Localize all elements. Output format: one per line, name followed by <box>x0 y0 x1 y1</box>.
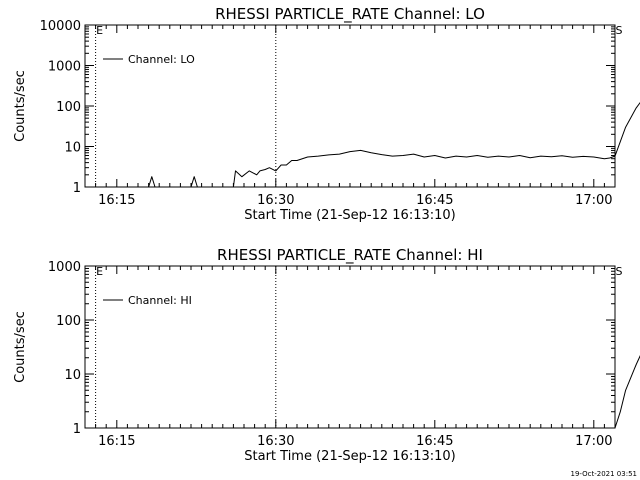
x-tick-label: 16:45 <box>416 193 453 208</box>
y-tick-label: 10000 <box>40 19 81 34</box>
footer-timestamp: 19-Oct-2021 03:51 <box>571 470 637 478</box>
x-axis-label: Start Time (21-Sep-12 16:13:10) <box>244 208 455 223</box>
y-tick-label: 1000 <box>48 60 81 75</box>
x-tick-label: 16:30 <box>257 193 294 208</box>
x-axis-label: Start Time (21-Sep-12 16:13:10) <box>244 449 455 464</box>
panel-hi: RHESSI PARTICLE_RATE Channel: HI Counts/s… <box>13 246 640 464</box>
legend-label: Channel: LO <box>128 53 195 66</box>
x-tick-label: 17:00 <box>575 193 612 208</box>
panel-lo: RHESSI PARTICLE_RATE Channel: LO Counts/s… <box>13 5 640 223</box>
chart-title: RHESSI PARTICLE_RATE Channel: HI <box>217 246 483 265</box>
plot-frame <box>84 265 616 429</box>
x-tick-label: 17:00 <box>575 434 612 449</box>
legend-label: Channel: HI <box>128 294 192 307</box>
y-tick-label: 1 <box>73 181 81 196</box>
y-tick-label: 100 <box>56 314 81 329</box>
x-tick-label: 16:15 <box>98 434 135 449</box>
y-tick-label: 10 <box>64 368 81 383</box>
y-axis-label: Counts/sec <box>13 311 28 383</box>
chart-title: RHESSI PARTICLE_RATE Channel: LO <box>215 5 485 24</box>
x-tick-label: 16:15 <box>98 193 135 208</box>
y-tick-label: 1 <box>73 422 81 437</box>
y-tick-label: 10 <box>64 141 81 156</box>
y-axis-label: Counts/sec <box>13 70 28 142</box>
time-marker-label: E <box>96 265 103 278</box>
x-tick-label: 16:45 <box>416 434 453 449</box>
y-tick-label: 1000 <box>48 260 81 275</box>
plot-frame <box>84 24 616 188</box>
x-tick-label: 16:30 <box>257 434 294 449</box>
y-tick-label: 100 <box>56 100 81 115</box>
series-line <box>148 102 640 188</box>
time-marker-label: S <box>616 265 623 278</box>
time-marker-label: S <box>616 24 623 37</box>
series-line <box>614 355 640 429</box>
time-marker-label: E <box>96 24 103 37</box>
